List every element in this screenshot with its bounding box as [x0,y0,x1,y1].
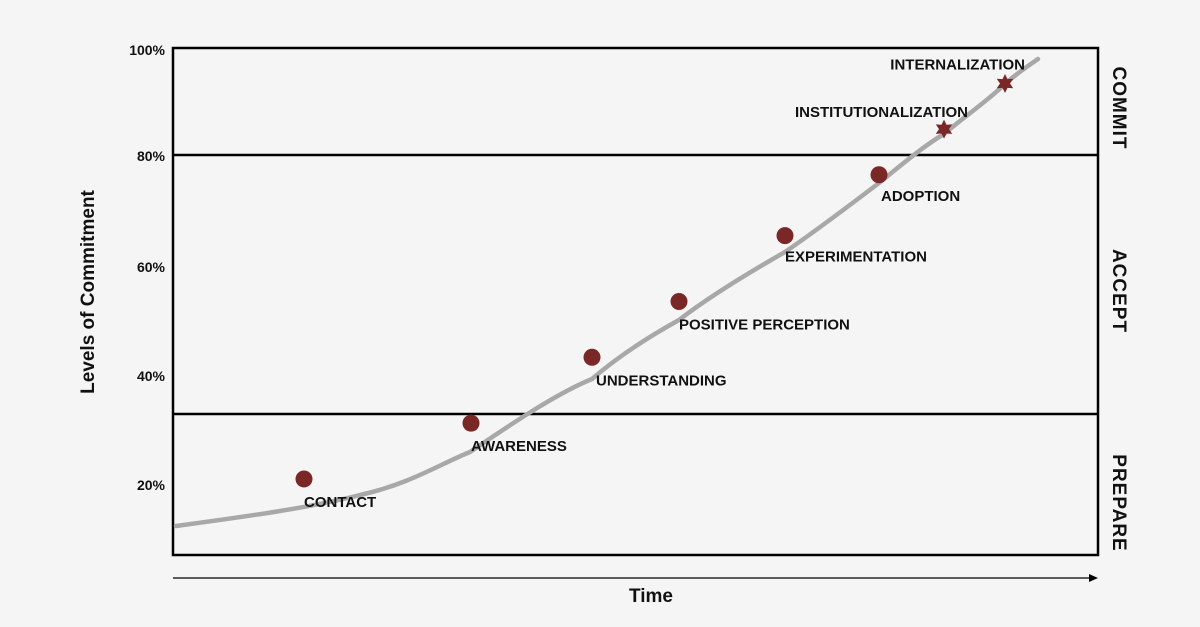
stage-label-institutionalization: INSTITUTIONALIZATION [795,104,968,121]
stage-markers: CONTACT AWARENESS UNDERSTANDING POSITIVE PE… [295,56,1025,511]
stage-marker-institutionalization [935,119,953,139]
y-tick-label-40: 40% [137,368,166,384]
zone-label-prepare: PREPARE [1108,454,1129,551]
stage-label-internalization: INTERNALIZATION [890,56,1025,73]
stage-marker-awareness [462,414,480,432]
stage-marker-contact [295,470,313,488]
stage-label-understanding: UNDERSTANDING [596,372,727,389]
plot-frame [171,46,1100,557]
stage-label-experimentation: EXPERIMENTATION [785,249,927,266]
stage-label-adoption: ADOPTION [881,188,960,205]
y-tick-label-100: 100% [129,42,165,58]
stage-label-positive-perception: POSITIVE PERCEPTION [679,317,850,334]
x-axis-label: Time [629,586,673,607]
y-tick-label-80: 80% [137,148,166,164]
stage-marker-internalization [996,73,1014,93]
y-tick-label-60: 60% [137,259,166,275]
zone-label-accept: ACCEPT [1108,249,1129,333]
stage-marker-understanding [583,348,601,366]
y-tick-label-20: 20% [137,477,166,493]
zone-label-commit: COMMIT [1108,66,1129,149]
y-axis-label: Levels of Commitment [78,189,99,393]
stage-label-awareness: AWARENESS [471,438,567,455]
time-axis-arrowhead [1089,574,1098,582]
stage-marker-experimentation [776,227,794,245]
stage-label-contact: CONTACT [304,494,376,511]
stage-marker-adoption [870,166,888,184]
stage-marker-positive-perception [670,293,688,310]
